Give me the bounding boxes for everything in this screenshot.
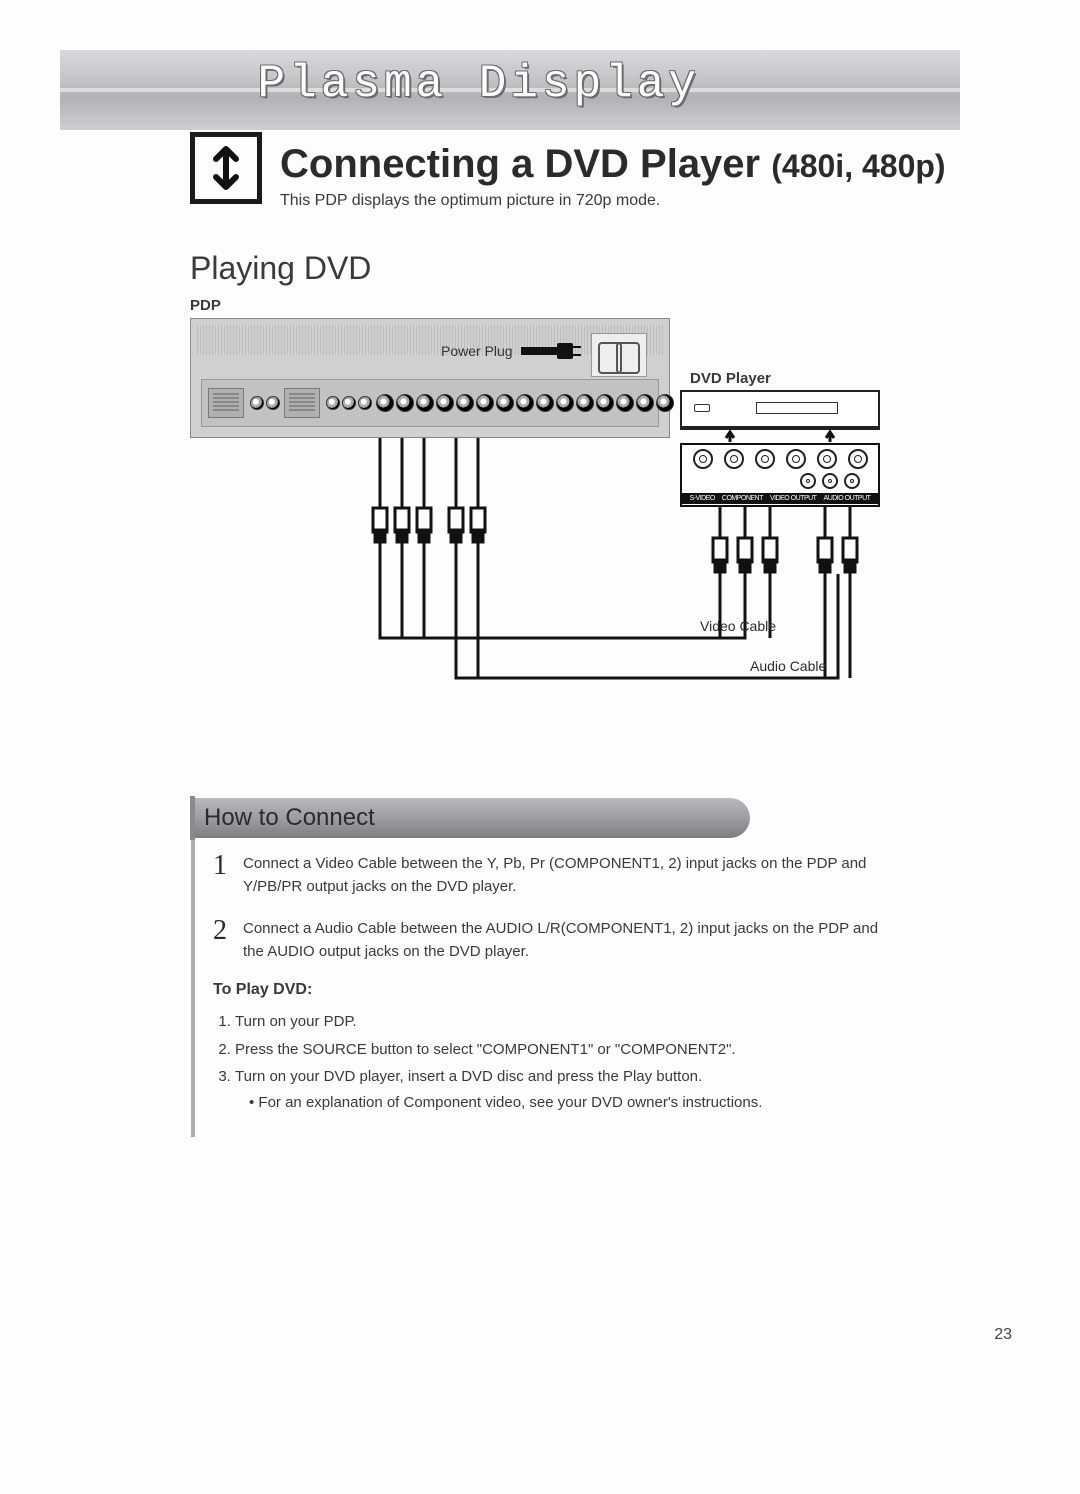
out-label: VIDEO OUTPUT	[770, 495, 817, 502]
out-label: AUDIO OUTPUT	[824, 495, 871, 502]
play-step-text: Turn on your DVD player, insert a DVD di…	[235, 1068, 702, 1085]
page-subtitle: This PDP displays the optimum picture in…	[280, 192, 946, 210]
dvd-player-label: DVD Player	[690, 370, 771, 387]
title-main: Connecting a DVD Player	[280, 142, 760, 186]
header-banner: Plasma Display	[60, 50, 960, 130]
power-plug-label: Power Plug	[441, 343, 513, 359]
pdp-port-row	[201, 379, 659, 427]
play-step-sub: • For an explanation of Component video,…	[235, 1090, 960, 1116]
step-number: 1	[213, 852, 231, 899]
out-label: S-VIDEO	[690, 495, 715, 502]
audio-cable-label: Audio Cable	[750, 658, 826, 674]
pdp-rear-panel: Power Plug	[190, 318, 670, 438]
page-title: Connecting a DVD Player (480i, 480p)	[280, 142, 946, 186]
step-number: 2	[213, 917, 231, 964]
step-1: 1 Connect a Video Cable between the Y, P…	[213, 852, 960, 899]
video-cable-label: Video Cable	[700, 618, 776, 634]
play-step: Turn on your DVD player, insert a DVD di…	[235, 1064, 960, 1115]
page-number: 23	[994, 1326, 1012, 1344]
step-text: Connect a Video Cable between the Y, Pb,…	[243, 852, 883, 899]
dvd-player-icon	[680, 390, 880, 430]
power-plug-icon	[521, 341, 581, 361]
how-to-title: How to Connect	[204, 804, 375, 832]
play-step: Turn on your PDP.	[235, 1009, 960, 1035]
banner-title: Plasma Display	[258, 58, 700, 110]
how-to-connect-bar: How to Connect	[190, 798, 750, 838]
play-steps-list: Turn on your PDP. Press the SOURCE butto…	[213, 1009, 960, 1115]
step-text: Connect a Audio Cable between the AUDIO …	[243, 917, 883, 964]
pdp-label: PDP	[190, 297, 960, 314]
step-2: 2 Connect a Audio Cable between the AUDI…	[213, 917, 960, 964]
dvd-output-panel: S-VIDEO COMPONENT VIDEO OUTPUT AUDIO OUT…	[680, 443, 880, 507]
out-label: COMPONENT	[722, 495, 763, 502]
section-icon	[190, 132, 262, 204]
wall-outlet-icon	[591, 333, 647, 377]
play-step: Press the SOURCE button to select "COMPO…	[235, 1037, 960, 1063]
section-playing-dvd: Playing DVD	[190, 250, 960, 287]
title-sub: (480i, 480p)	[771, 148, 945, 184]
to-play-dvd-title: To Play DVD:	[213, 981, 960, 999]
connection-diagram: Power Plug DVD Player	[190, 318, 910, 778]
